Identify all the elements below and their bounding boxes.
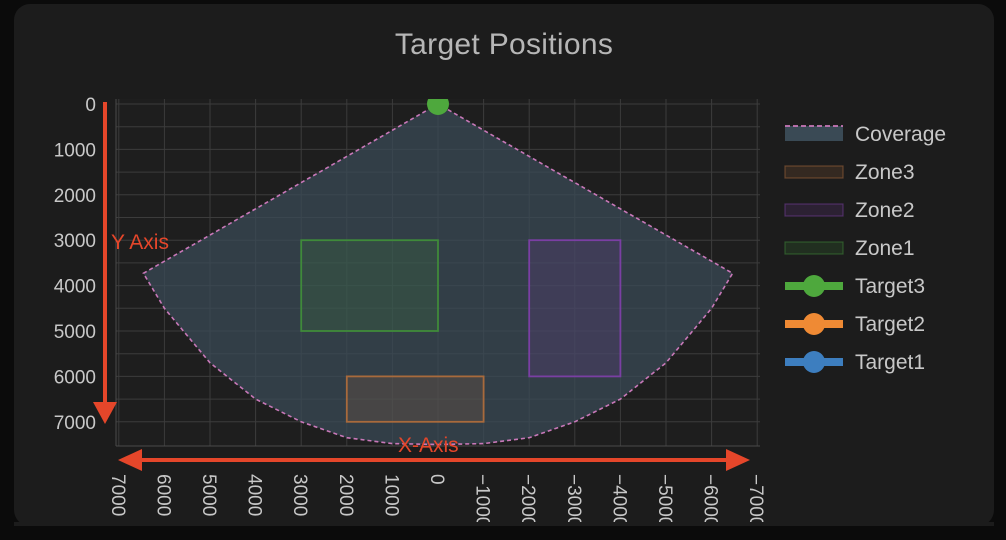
y-tick-label: 6000 [54, 367, 96, 388]
x-axis-arrow-head-left [118, 449, 142, 471]
y-axis-arrow-head [93, 402, 117, 424]
targets-layer [86, 64, 790, 115]
bottom-mask [14, 522, 994, 526]
legend-item-zone2: Zone2 [784, 199, 915, 222]
legend-label: Target1 [855, 351, 925, 374]
x-tick-label: −3000 [563, 474, 584, 526]
legend-item-target3: Target3 [785, 275, 925, 298]
legend-swatch-marker [803, 275, 825, 297]
y-tick-label: 1000 [54, 140, 96, 161]
x-axis-arrow-head-right [726, 449, 750, 471]
legend-label: Zone3 [855, 161, 915, 184]
legend-swatch-coverage [785, 126, 843, 141]
zones-layer [300, 239, 622, 423]
y-tick-label: 4000 [54, 277, 96, 298]
legend-label: Target2 [855, 313, 925, 336]
y-tick-label: 5000 [54, 322, 96, 343]
x-tick-label: −7000 [745, 474, 766, 526]
legend-swatch-marker [803, 351, 825, 373]
x-tick-label: 3000 [289, 474, 310, 516]
legend-label: Coverage [855, 123, 946, 146]
y-axis-annotation: Y Axis [111, 231, 169, 254]
x-tick-label: 6000 [152, 474, 173, 516]
legend-item-target1: Target1 [785, 351, 925, 374]
x-tick-label: −2000 [517, 474, 538, 526]
y-tick-label: 7000 [54, 413, 96, 434]
legend-item-zone3: Zone3 [784, 161, 915, 184]
annotations-layer: Y Axis X-Axis [93, 102, 750, 471]
chart-svg: 0 1000 2000 3000 4000 5000 6000 7000 7000 6000 50… [14, 64, 994, 526]
y-tick-label: 3000 [54, 231, 96, 252]
chart-title: Target Positions [394, 28, 614, 61]
legend-swatch-zone [784, 241, 844, 255]
legend-label: Target3 [855, 275, 925, 298]
legend-label: Zone1 [855, 237, 915, 260]
x-tick-label: 1000 [380, 474, 401, 516]
legend-label: Zone2 [855, 199, 915, 222]
x-tick-label: −1000 [472, 474, 493, 526]
zone-zone2 [528, 239, 622, 378]
legend-item-zone1: Zone1 [784, 237, 915, 260]
zone-zone3 [345, 375, 485, 423]
legend-item-coverage: Coverage [785, 123, 946, 146]
x-tick-label: −4000 [608, 474, 629, 526]
x-tick-label: 5000 [198, 474, 219, 516]
y-tick-label: 2000 [54, 186, 96, 207]
x-tick-label: 2000 [335, 474, 356, 516]
x-tick-label: 7000 [107, 474, 128, 516]
x-tick-label: 4000 [244, 474, 265, 516]
legend: Coverage Zone3 Zone2 Zone1 Target3 Target2 Tar… [784, 123, 946, 374]
x-tick-label: −5000 [654, 474, 675, 526]
plot-top-mask [86, 64, 790, 99]
chart-card: Target Positions 0 1000 2000 3000 4000 5000 60… [14, 4, 994, 526]
y-tick-labels: 0 1000 2000 3000 4000 5000 6000 7000 [54, 95, 96, 434]
x-tick-labels: 7000 6000 5000 4000 3000 2000 1000 0 −1000 −2000 −… [14, 474, 994, 526]
legend-item-target2: Target2 [785, 313, 925, 336]
legend-swatch-zone [784, 165, 844, 179]
zone-zone1 [300, 239, 439, 332]
x-tick-label: −6000 [700, 474, 721, 526]
y-tick-label: 0 [85, 95, 96, 116]
legend-swatch-zone [784, 203, 844, 217]
x-axis-annotation: X-Axis [398, 434, 459, 457]
x-tick-label: 0 [426, 474, 447, 485]
legend-swatch-marker [803, 313, 825, 335]
